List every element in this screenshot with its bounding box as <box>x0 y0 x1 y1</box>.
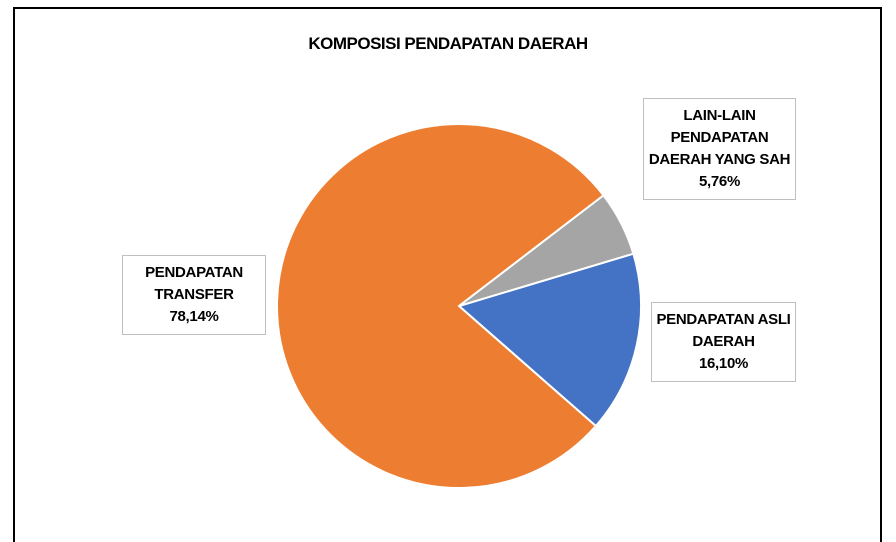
category-label: LAIN-LAIN PENDAPATAN DAERAH YANG SAH <box>648 107 791 168</box>
pie-slice <box>458 193 635 307</box>
category-label: PENDAPATAN ASLI DAERAH <box>656 311 791 350</box>
category-label: PENDAPATAN TRANSFER <box>145 264 243 303</box>
frame <box>13 7 882 542</box>
value-label: 5,76% <box>698 173 741 190</box>
value-label: 78,14% <box>169 308 219 325</box>
pie-slice <box>276 123 605 489</box>
value-label: 16,10% <box>698 355 749 372</box>
data-label: LAIN-LAIN PENDAPATAN DAERAH YANG SAH 5,76… <box>643 98 796 200</box>
pie-slice <box>456 252 642 428</box>
data-label: PENDAPATAN ASLI DAERAH 16,10% <box>651 302 796 382</box>
data-label: PENDAPATAN TRANSFER 78,14% <box>122 255 266 335</box>
chart-title: KOMPOSISI PENDAPATAN DAERAH <box>308 34 588 53</box>
